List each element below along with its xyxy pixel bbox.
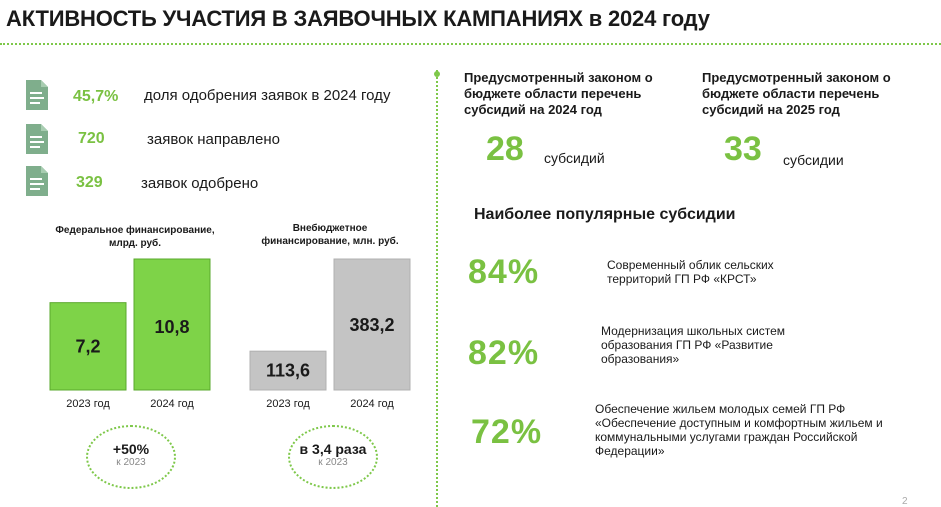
popular-subsidies-title: Наиболее популярные субсидии — [474, 206, 736, 223]
bar-value-label: 10,8 — [154, 317, 189, 337]
subsidy-percent: 82% — [468, 334, 540, 372]
growth-baseline: к 2023 — [318, 457, 348, 468]
subsidy-percent: 84% — [468, 253, 540, 291]
bar-2024-год — [133, 258, 211, 391]
budget-unit-2025: субсидии — [783, 152, 844, 168]
document-icon — [26, 124, 48, 154]
stat-label: заявок одобрено — [141, 175, 259, 192]
growth-value: +50% — [112, 441, 150, 457]
category-label: 2024 год — [150, 398, 194, 410]
growth-value: в 3,4 раза — [299, 441, 367, 457]
budget-heading-2024: Предусмотренный законом о бюджете област… — [464, 70, 653, 117]
title-divider — [0, 43, 941, 45]
subsidy-description: Современный облик сельских территорий ГП… — [607, 258, 774, 286]
subsidy-description: Модернизация школьных систем образования… — [601, 324, 786, 366]
document-icon — [26, 80, 48, 110]
chart-title-extrabudget: Внебюджетное финансирование, млн. руб. — [261, 223, 399, 247]
growth-baseline: к 2023 — [116, 457, 146, 468]
budget-count-2025: 33 — [724, 130, 762, 168]
budget-unit-2024: субсидий — [544, 150, 605, 166]
document-icon — [26, 166, 48, 196]
bar-2024-год — [333, 258, 411, 391]
bar-value-label: 383,2 — [349, 315, 394, 335]
budget-heading-2025: Предусмотренный законом о бюджете област… — [702, 70, 891, 117]
subsidy-percent: 72% — [471, 413, 543, 451]
growth-circle-extrabudget: в 3,4 раза к 2023 — [288, 425, 378, 489]
category-label: 2024 год — [350, 398, 394, 410]
subsidy-description: Обеспечение жильем молодых семей ГП РФ «… — [595, 402, 883, 458]
budget-count-2024: 28 — [486, 130, 524, 168]
chart-title-federal: Федеральное финансирование, млрд. руб. — [55, 225, 215, 249]
stat-label: заявок направлено — [147, 131, 280, 148]
stat-value: 720 — [78, 130, 105, 147]
category-label: 2023 год — [66, 398, 110, 410]
bar-value-label: 113,6 — [266, 361, 310, 381]
category-label: 2023 год — [266, 398, 310, 410]
divider-dot — [434, 71, 440, 77]
growth-circle-federal: +50% к 2023 — [86, 425, 176, 489]
vertical-divider — [436, 70, 438, 507]
stat-label: доля одобрения заявок в 2024 году — [144, 87, 391, 104]
stat-value: 45,7% — [73, 88, 119, 105]
bar-2023-год — [249, 350, 327, 391]
bar-2023-год — [49, 302, 127, 391]
page-title: АКТИВНОСТЬ УЧАСТИЯ В ЗАЯВОЧНЫХ КАМПАНИЯХ… — [6, 6, 710, 31]
federal-funding-chart: 7,2 2023 год 10,8 2024 год — [49, 258, 211, 410]
stat-value: 329 — [76, 174, 103, 191]
bar-value-label: 7,2 — [75, 336, 100, 356]
page-number: 2 — [902, 496, 908, 507]
extrabudget-funding-chart: 113,6 2023 год 383,2 2024 год — [249, 258, 411, 410]
